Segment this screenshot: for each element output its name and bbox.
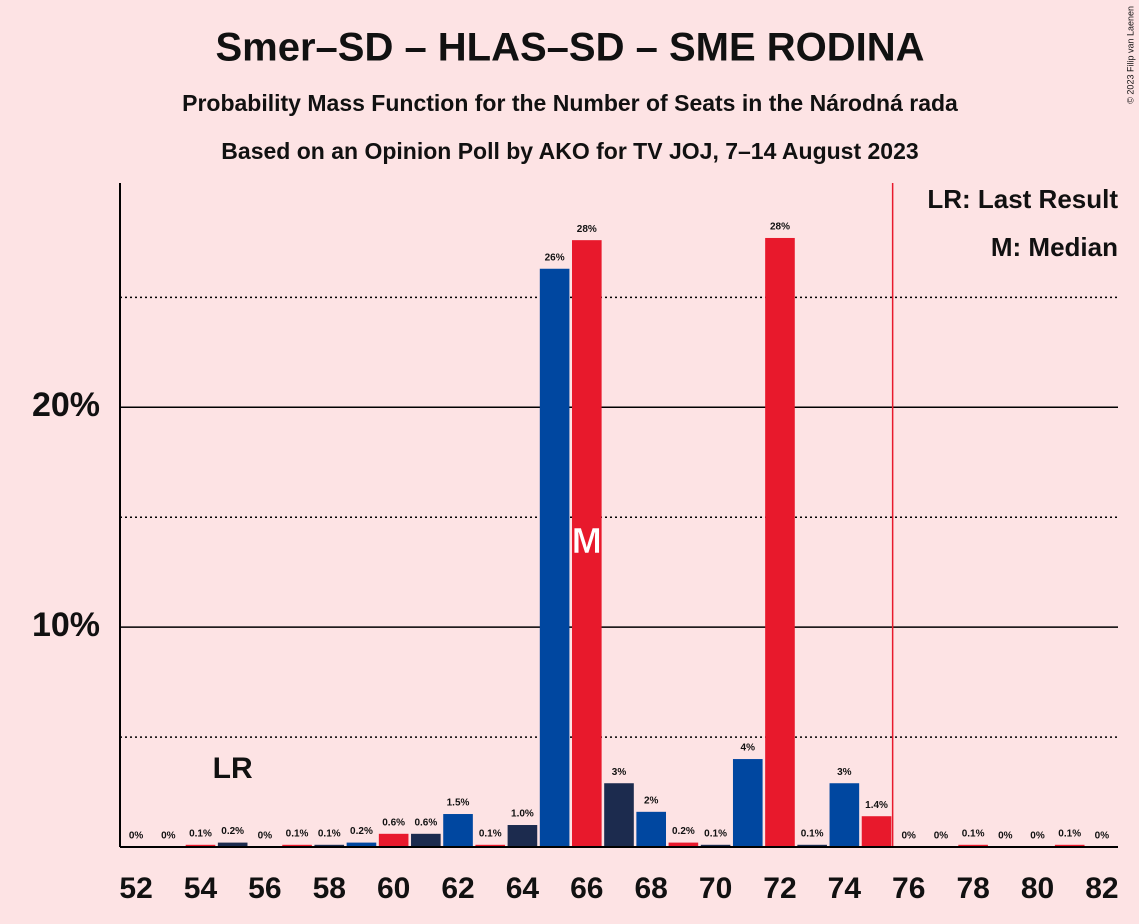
x-tick-label: 66	[570, 872, 603, 905]
value-label: 0.2%	[672, 826, 695, 837]
bar	[636, 811, 667, 847]
bar	[314, 844, 345, 847]
x-tick-label: 62	[441, 872, 474, 905]
value-label: 0%	[998, 831, 1013, 842]
chart-title: Smer–SD – HLAS–SD – SME RODINA	[215, 26, 924, 70]
chart-subtitle: Probability Mass Function for the Number…	[182, 90, 958, 116]
y-tick-label: 20%	[32, 386, 100, 424]
x-tick-label: 56	[248, 872, 281, 905]
value-label: 0%	[1095, 831, 1110, 842]
bar	[958, 844, 988, 847]
value-label: 0.1%	[801, 828, 824, 839]
value-label: 0.6%	[414, 817, 437, 828]
bar	[765, 237, 795, 847]
value-label: 0.6%	[382, 817, 405, 828]
x-tick-label: 52	[119, 872, 152, 905]
bar	[829, 783, 860, 847]
legend-entry: LR: Last Result	[927, 184, 1118, 214]
value-label: 28%	[577, 224, 597, 235]
x-tick-label: 64	[506, 872, 540, 905]
value-label: 26%	[545, 252, 565, 263]
bar	[797, 844, 827, 847]
bar	[700, 844, 731, 847]
value-label: 0.1%	[1058, 828, 1081, 839]
y-tick-label: 10%	[32, 606, 100, 644]
value-label: 0%	[934, 831, 949, 842]
x-tick-label: 60	[377, 872, 410, 905]
value-label: 0.2%	[221, 826, 244, 837]
median-label: M	[572, 520, 602, 561]
value-label: 0.2%	[350, 826, 373, 837]
x-tick-label: 70	[699, 872, 732, 905]
bar	[604, 783, 634, 847]
x-tick-label: 72	[763, 872, 796, 905]
bar	[539, 268, 570, 847]
bar	[282, 844, 312, 847]
x-tick-label: 80	[1021, 872, 1054, 905]
value-label: 3%	[612, 767, 627, 778]
bar	[217, 842, 248, 847]
x-tick-label: 58	[313, 872, 346, 905]
value-label: 4%	[741, 743, 756, 754]
chart-subtitle: Based on an Opinion Poll by AKO for TV J…	[221, 138, 918, 164]
bar	[507, 825, 538, 847]
value-label: 2%	[644, 795, 659, 806]
value-label: 0%	[1030, 831, 1045, 842]
x-tick-label: 54	[184, 872, 218, 905]
x-tick-label: 76	[892, 872, 925, 905]
value-label: 0.1%	[286, 828, 309, 839]
value-label: 0.1%	[962, 828, 985, 839]
bar	[185, 844, 216, 847]
bar	[668, 842, 699, 847]
value-label: 0.1%	[704, 828, 727, 839]
bar	[475, 844, 506, 847]
value-label: 0%	[161, 831, 176, 842]
value-label: 3%	[837, 767, 852, 778]
bar	[861, 816, 892, 847]
x-tick-label: 78	[956, 872, 989, 905]
copyright: © 2023 Filip van Laenen	[1125, 6, 1135, 104]
value-label: 1.0%	[511, 809, 534, 820]
value-label: 1.4%	[865, 800, 888, 811]
value-label: 0%	[258, 831, 273, 842]
bar	[732, 759, 763, 847]
value-label: 28%	[770, 222, 790, 233]
last-result-label: LR	[213, 752, 253, 785]
bar	[1054, 844, 1085, 847]
x-tick-label: 82	[1085, 872, 1118, 905]
bar	[378, 833, 409, 847]
value-label: 1.5%	[447, 798, 470, 809]
value-label: 0.1%	[479, 828, 502, 839]
bar	[571, 240, 602, 848]
value-label: 0.1%	[189, 828, 212, 839]
x-tick-label: 68	[635, 872, 668, 905]
value-label: 0%	[902, 831, 917, 842]
x-tick-label: 74	[828, 872, 862, 905]
value-label: 0.1%	[318, 828, 341, 839]
value-label: 0%	[129, 831, 144, 842]
legend-entry: M: Median	[991, 232, 1118, 262]
bar	[443, 814, 473, 847]
bar	[346, 842, 377, 847]
bar	[411, 833, 441, 847]
